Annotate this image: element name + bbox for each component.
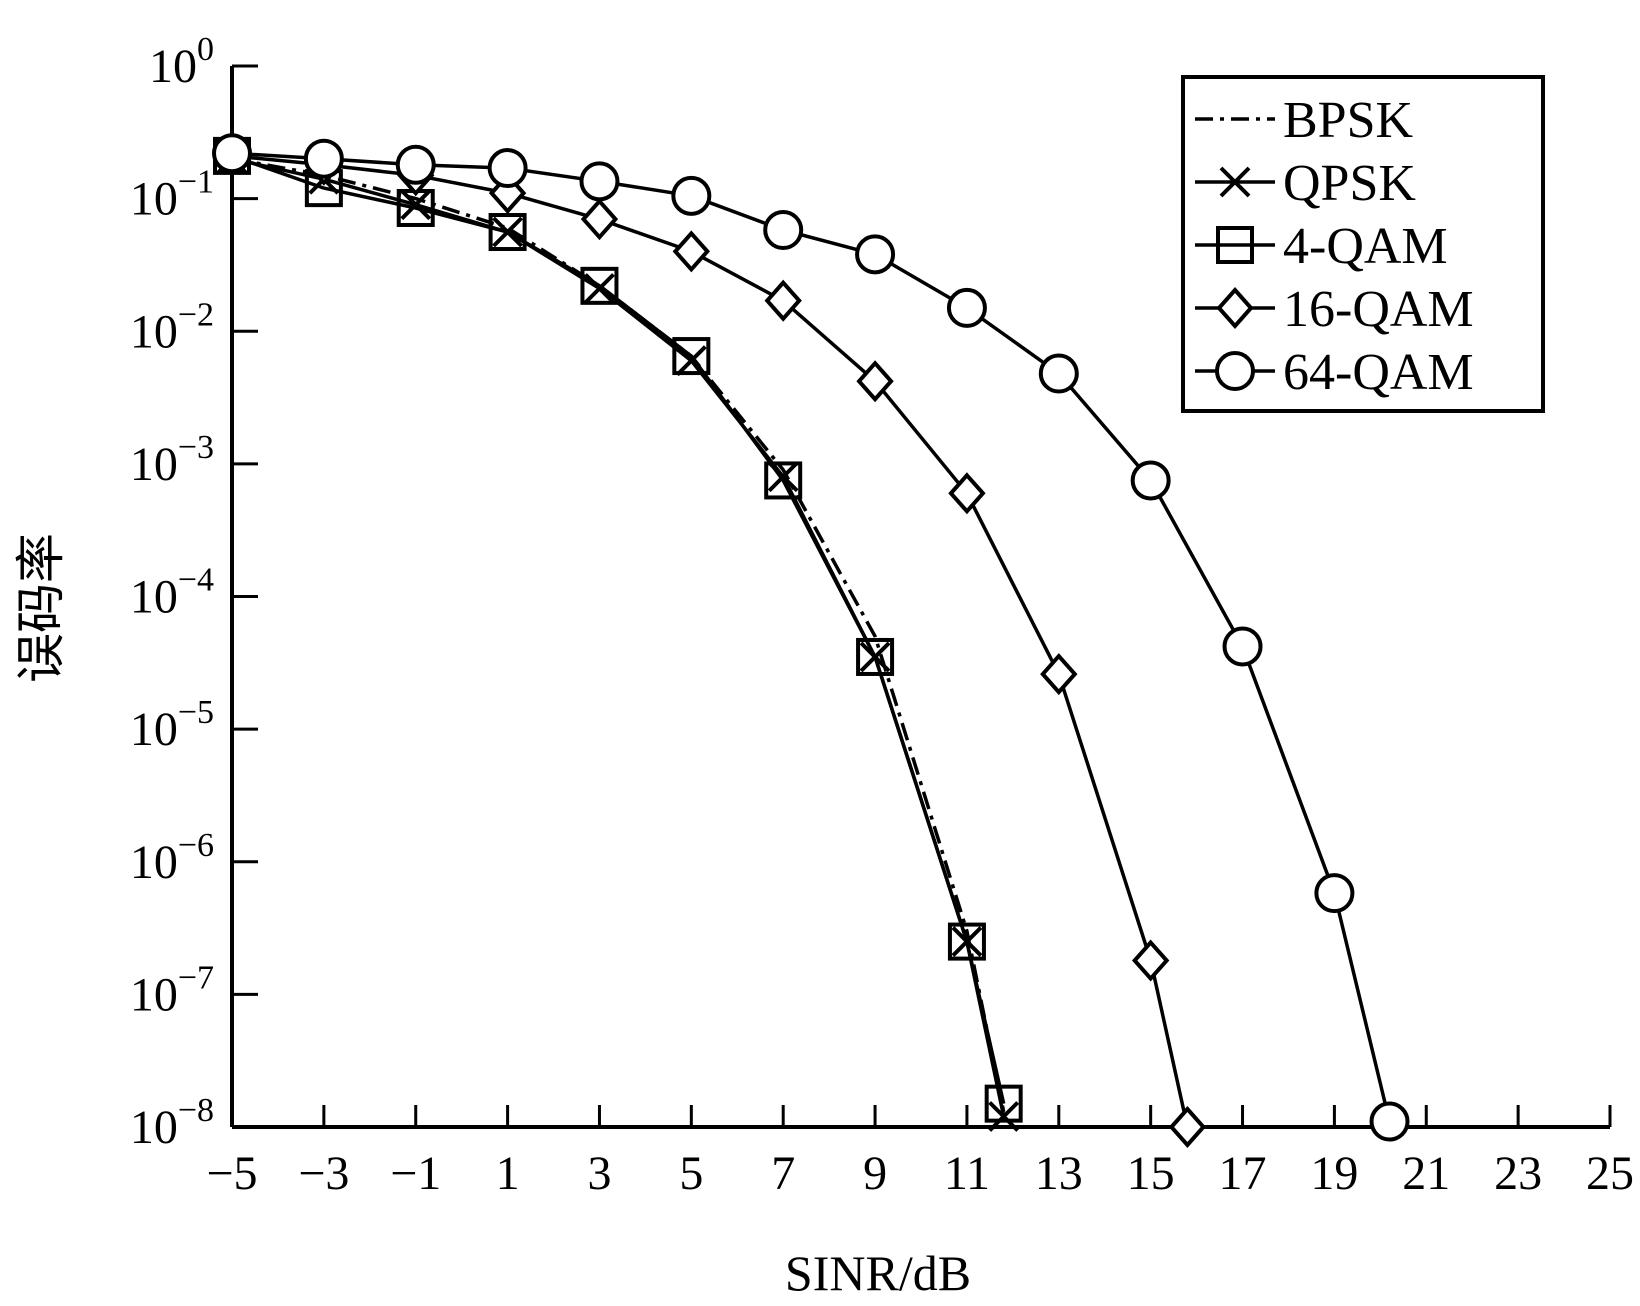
data-point-64-qam (1369, 1101, 1410, 1142)
data-point-16-qam (672, 230, 711, 273)
legend-marker-4-qam (1216, 226, 1254, 264)
data-point-16-qam (1168, 1105, 1207, 1149)
data-point-16-qam (764, 279, 802, 322)
x-tick-label: 15 (1127, 1147, 1175, 1200)
data-point-4-qam (764, 461, 803, 500)
y-axis-label: 误码率 (13, 533, 69, 683)
series-line-16-qam (231, 154, 1190, 1128)
data-point-qpsk (951, 926, 983, 958)
data-point-16-qam (856, 360, 894, 403)
legend-label-4-qam: 4-QAM (1283, 218, 1448, 275)
y-tick-label: 10−7 (130, 959, 214, 1021)
data-point-4-qam (856, 637, 895, 676)
x-tick-label: 19 (1310, 1147, 1358, 1200)
x-axis-label: SINR/dB (785, 1245, 971, 1301)
data-point-16-qam (1131, 939, 1170, 982)
data-point-64-qam (1222, 626, 1263, 667)
y-tick-label: 10−1 (130, 164, 214, 226)
x-tick-label: 17 (1219, 1147, 1267, 1200)
y-tick-label: 10−8 (130, 1092, 214, 1154)
x-tick-label: −1 (390, 1147, 441, 1200)
legend-marker-16-qam (1216, 286, 1254, 330)
tick-labels: −5 −3 −1 1 3 5 7 9 11 13 15 17 19 21 23 2510010−110−210… (130, 31, 1634, 1200)
data-point-qpsk (492, 216, 524, 248)
data-point-64-qam (671, 175, 712, 216)
data-point-16-qam (1040, 653, 1078, 696)
x-tick-label: −5 (206, 1147, 257, 1200)
x-tick-label: 9 (863, 1147, 887, 1200)
x-tick-label: 1 (496, 1147, 520, 1200)
data-point-4-qam (984, 1084, 1023, 1123)
x-tick-label: 23 (1494, 1147, 1542, 1200)
data-point-64-qam (1130, 460, 1171, 501)
data-point-4-qam (488, 213, 527, 252)
data-point-64-qam (395, 144, 436, 185)
data-point-64-qam (946, 287, 987, 328)
legend-label-64-qam: 64-QAM (1283, 344, 1474, 401)
series-lines (231, 151, 1392, 1128)
series-markers (212, 133, 1410, 1149)
x-tick-label: 21 (1402, 1147, 1450, 1200)
data-point-16-qam (580, 198, 619, 241)
legend: BPSK QPSK 4-QAM 16-QAM 64-QAM (1181, 75, 1545, 413)
data-point-64-qam (579, 161, 620, 202)
data-point-64-qam (855, 234, 896, 275)
data-point-qpsk (400, 189, 432, 221)
x-tick-label: 3 (587, 1147, 611, 1200)
series-line-4-qam (231, 154, 1006, 1104)
x-tick-label: 11 (944, 1147, 990, 1200)
data-point-qpsk (767, 461, 799, 493)
data-point-64-qam (487, 148, 528, 189)
data-point-qpsk (584, 273, 615, 304)
y-tick-label: 100 (149, 31, 214, 93)
data-point-qpsk (675, 345, 707, 377)
x-tick-label: 5 (679, 1147, 703, 1200)
x-tick-label: 25 (1586, 1147, 1634, 1200)
legend-label-qpsk: QPSK (1283, 155, 1416, 212)
y-tick-label: 10−2 (130, 296, 214, 358)
data-point-64-qam (763, 210, 804, 251)
data-point-64-qam (212, 133, 252, 174)
y-tick-label: 10−5 (130, 694, 214, 756)
series-line-bpsk (231, 156, 1006, 1113)
x-tick-label: 13 (1035, 1147, 1083, 1200)
legend-label-16-qam: 16-QAM (1283, 281, 1474, 338)
data-point-64-qam (1038, 353, 1079, 394)
x-tick-label: 7 (771, 1147, 795, 1200)
legend-marker-64-qam (1215, 351, 1255, 391)
data-point-64-qam (303, 138, 344, 179)
y-tick-label: 10−3 (130, 429, 214, 491)
data-point-qpsk (988, 1101, 1020, 1132)
legend-marker-qpsk (1219, 166, 1251, 198)
data-point-4-qam (580, 266, 619, 305)
legend-label-bpsk: BPSK (1283, 92, 1414, 149)
data-point-4-qam (672, 337, 711, 376)
data-point-64-qam (1314, 873, 1355, 914)
data-point-4-qam (947, 922, 986, 961)
data-point-qpsk (859, 641, 891, 673)
y-tick-label: 10−4 (130, 562, 214, 624)
x-tick-label: −3 (298, 1147, 349, 1200)
y-tick-label: 10−6 (130, 827, 214, 889)
data-point-16-qam (948, 472, 986, 515)
